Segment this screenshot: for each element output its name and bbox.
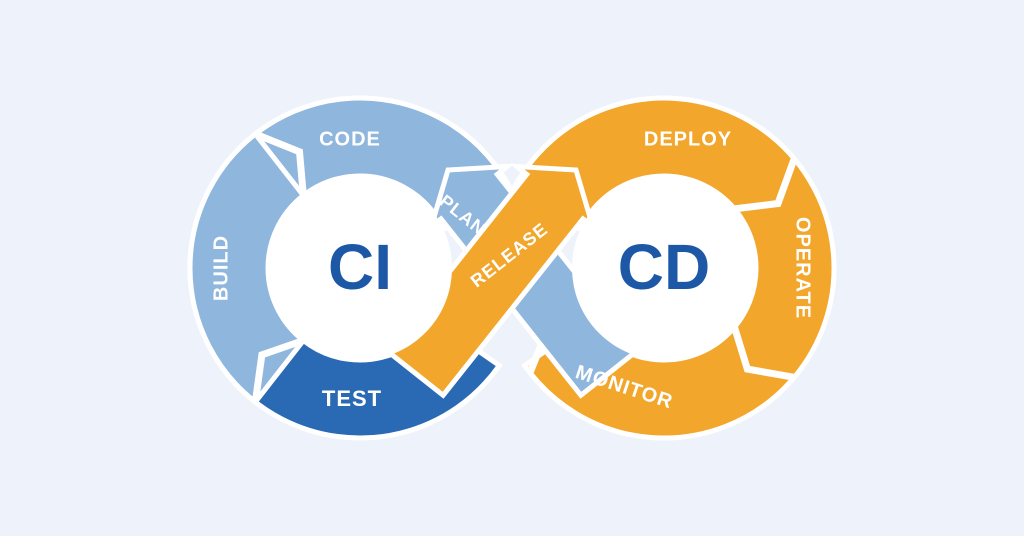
cd-center-label: CD (618, 231, 710, 303)
segment-label-test: TEST (322, 386, 382, 411)
segment-label-build: BUILD (210, 235, 232, 301)
segment-label-deploy: DEPLOY (644, 128, 732, 150)
segment-label-code: CODE (319, 128, 381, 150)
ci-center-label: CI (328, 231, 392, 303)
cicd-infinity-diagram: CICDBUILDCODEPLANRELEASETESTDEPLOYOPERAT… (0, 0, 1024, 536)
segment-label-operate: OPERATE (792, 217, 814, 319)
